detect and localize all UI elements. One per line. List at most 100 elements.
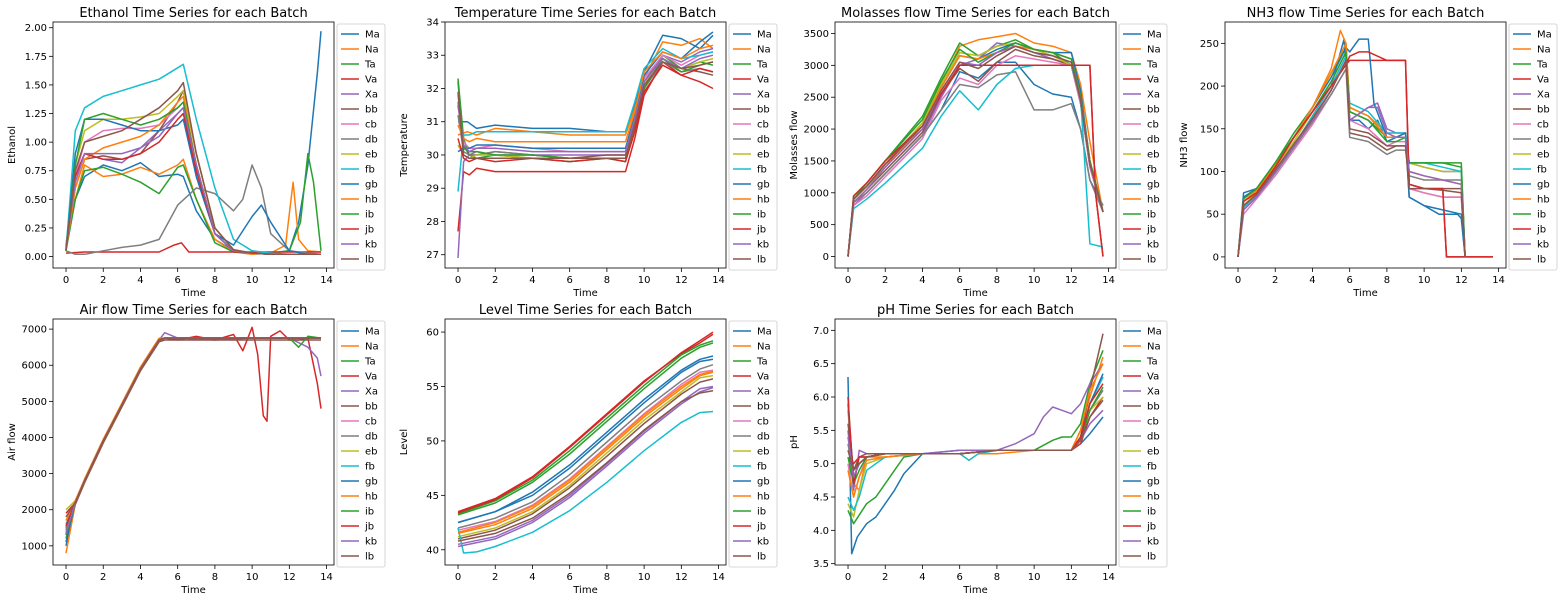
y-tick-label: 500: [810, 220, 829, 231]
series-line-Xa: [457, 385, 714, 546]
series-line-fb: [65, 337, 321, 525]
y-tick-label: 27: [426, 250, 439, 261]
legend-label: fb: [365, 462, 375, 473]
series-line-ib: [65, 101, 321, 256]
series-line-Ta: [847, 350, 1104, 525]
legend-label: fb: [1537, 165, 1547, 176]
x-axis-label: Time: [180, 585, 205, 596]
series-line-Xa: [1237, 55, 1466, 257]
series-group: [65, 31, 322, 256]
series-line-gb: [457, 31, 714, 153]
y-tick-label: 30: [426, 150, 439, 161]
series-line-db: [1237, 68, 1466, 257]
x-tick-label: 6: [1346, 275, 1352, 286]
series-line-bb: [65, 89, 321, 256]
y-tick-label: 0: [1213, 252, 1219, 263]
y-tick-label: 0.00: [25, 252, 47, 263]
y-tick-label: 1.00: [25, 138, 47, 149]
x-tick-label: 10: [1418, 275, 1431, 286]
series-line-ib: [847, 386, 1104, 485]
x-tick-label: 4: [137, 572, 143, 583]
y-tick-label: 5.5: [813, 426, 829, 437]
legend-frame: [728, 320, 778, 568]
legend-label: jb: [1536, 225, 1546, 236]
series-line-Na: [847, 356, 1104, 492]
legend-label: Va: [1537, 75, 1549, 86]
x-tick-label: 0: [63, 572, 69, 583]
series-line-eb: [65, 89, 321, 256]
chart-panel: 0 2 4 6 8 10 12 14 0 50 100 150 200 250 NH3 flow Time …: [1179, 6, 1558, 299]
y-tick-label: 2.00: [25, 23, 47, 34]
legend-label: Va: [757, 372, 769, 383]
axes-frame: [52, 318, 335, 566]
legend-label: ib: [1537, 210, 1546, 221]
legend: Ma Na Ta Va Xa bb cb db eb fb gb hb ib jb kb lb: [1118, 320, 1168, 568]
legend-label: gb: [365, 477, 378, 488]
legend-label: Na: [757, 45, 771, 56]
series-line-gb: [847, 373, 1104, 478]
legend-label: fb: [1147, 462, 1157, 473]
chart-title: Ethanol Time Series for each Batch: [79, 6, 307, 21]
series-line-ib: [847, 42, 1104, 257]
series-line-Ta: [1237, 46, 1466, 257]
legend-label: kb: [365, 537, 377, 548]
x-tick-label: 2: [100, 572, 106, 583]
series-line-cb: [1237, 68, 1466, 257]
y-tick-label: 31: [426, 117, 439, 128]
series-line-jb: [1237, 51, 1493, 258]
legend-label: lb: [1147, 255, 1156, 266]
legend-label: Ma: [365, 30, 380, 41]
x-tick-label: 12: [675, 275, 688, 286]
series-line-Ma: [457, 358, 714, 524]
x-tick-label: 0: [845, 572, 851, 583]
legend-label: lb: [365, 255, 374, 266]
legend-frame: [728, 23, 778, 271]
x-tick-label: 8: [604, 572, 610, 583]
series-group: [457, 331, 714, 554]
series-line-Xa: [847, 363, 1104, 492]
x-tick-label: 0: [63, 275, 69, 286]
x-tick-label: 8: [1384, 275, 1390, 286]
x-axis-label: Time: [962, 585, 987, 596]
y-axis-label: Temperature: [399, 113, 410, 177]
series-line-Na: [65, 337, 321, 554]
axes-frame: [834, 318, 1117, 566]
series-line-Ma: [458, 34, 714, 133]
x-tick-label: 6: [174, 275, 180, 286]
chart-title: Air flow Time Series for each Batch: [80, 303, 308, 318]
legend-label: jb: [756, 225, 766, 236]
legend-label: hb: [1147, 492, 1160, 503]
x-tick-label: 12: [1065, 275, 1078, 286]
chart-title: Molasses flow Time Series for each Batch: [841, 6, 1110, 21]
legend: Ma Na Ta Va Xa bb cb db eb fb gb hb ib jb kb lb: [336, 23, 386, 271]
legend-label: ib: [757, 507, 766, 518]
legend-label: bb: [365, 402, 378, 413]
y-tick-label: 32: [426, 84, 439, 95]
series-line-eb: [65, 337, 321, 511]
legend-label: jb: [756, 522, 766, 533]
y-tick-label: 2000: [22, 505, 47, 516]
legend-label: Na: [365, 342, 379, 353]
series-line-jb: [457, 64, 714, 163]
legend-label: bb: [365, 105, 378, 116]
legend-label: Na: [1147, 45, 1161, 56]
series-line-lb: [1237, 59, 1466, 257]
series-line-Ta: [65, 152, 322, 254]
series-line-Ma: [847, 376, 1104, 555]
x-tick-label: 2: [492, 275, 498, 286]
legend-label: gb: [1537, 180, 1550, 191]
series-line-kb: [847, 409, 1104, 478]
x-tick-label: 6: [956, 572, 962, 583]
legend-label: Na: [365, 45, 379, 56]
series-line-kb: [1237, 59, 1466, 257]
legend-label: gb: [1147, 477, 1160, 488]
series-line-db: [65, 337, 321, 530]
chart-panel: 0 2 4 6 8 10 12 14 0.00 0.25 0.50 0.75 1.00 1.25 1.50 1…: [7, 6, 386, 299]
series-line-Ta: [457, 342, 714, 516]
series-group: [847, 32, 1104, 257]
series-line-Xa: [847, 42, 1104, 257]
x-tick-label: 10: [246, 572, 259, 583]
chart-panel: 0 2 4 6 8 10 12 14 1000 2000 3000 4000 5000 6000 7000 A…: [7, 303, 386, 596]
series-line-gb: [847, 42, 1104, 257]
legend-label: gb: [365, 180, 378, 191]
